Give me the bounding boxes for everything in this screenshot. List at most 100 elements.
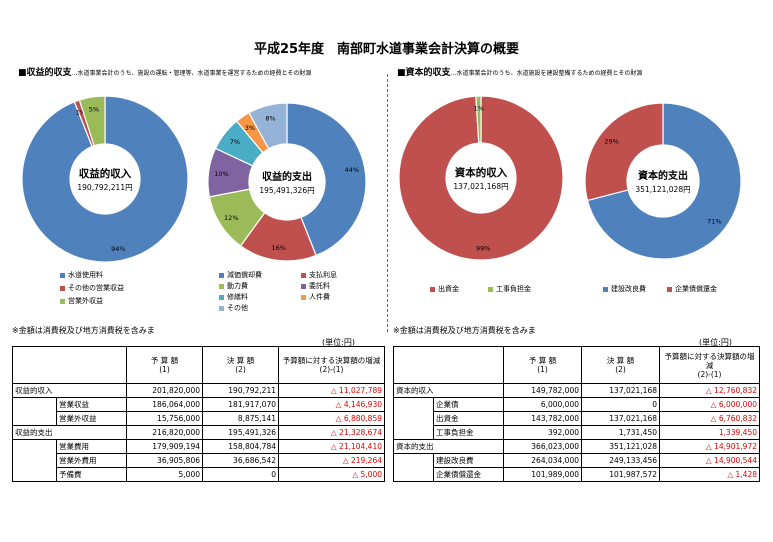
left-unit-label: (単位:円) <box>322 338 355 347</box>
donut-slice-7 <box>248 102 288 150</box>
slice-data-label: 7% <box>230 138 240 146</box>
donut-center-title: 収益的支出 <box>262 170 312 183</box>
table-cell-item: 出資金 <box>433 411 504 426</box>
table-cell-budget: 392,000 <box>503 425 582 440</box>
table-row: 収益的収入 201,820,000 190,792,211 △ 11,027,789 <box>12 383 385 398</box>
donut-center-value: 137,021,168円 <box>453 182 508 191</box>
legend-label: その他の営業収益 <box>68 284 124 292</box>
table-cell-budget: 36,905,806 <box>126 453 203 468</box>
table-header-settlement: 決 算 額 (2) <box>202 346 279 384</box>
donut-slice-3 <box>78 95 106 147</box>
legend-label: 減価償却費 <box>227 271 262 279</box>
capital-settlement-table: 予 算 額 (1) 決 算 額 (2) 予算額に対する決算額の増減 (2)-(1) 資… <box>393 346 760 482</box>
table-cell-settlement: 1,731,450 <box>581 425 660 440</box>
table-cell-settlement: 351,121,028 <box>581 439 660 454</box>
table-header-row: 予 算 額 (1) 決 算 額 (2) 予算額に対する決算額の増減 (2)-(1) <box>393 346 760 384</box>
revenue-expense-donut-chart: 44% 16% 12% 10% 7% 3% 8% 収益的支出 195,491,326円 <box>207 102 367 262</box>
legend-label: 工事負担金 <box>496 285 531 293</box>
table-cell-category: 資本的収入 <box>393 383 504 398</box>
table-cell-budget: 149,782,000 <box>503 383 582 398</box>
legend-swatch <box>301 294 306 300</box>
right-section-title: ■資本的収支 <box>397 68 451 78</box>
table-cell-item: 営業収益 <box>56 397 127 412</box>
table-cell-item: 予備費 <box>56 467 127 482</box>
revenue-income-donut-chart: 94% 1% 5% 収益的収入 190,792,211円 <box>21 95 189 263</box>
table-cell-item: 建設改良費 <box>433 453 504 468</box>
table-cell-indent <box>393 425 434 440</box>
left-tax-note: ※金額は消費税及び地方消費税を含みま <box>12 326 155 335</box>
table-row: 営業外収益 15,756,000 8,875,141 △ 6,880,859 <box>12 411 385 426</box>
legend-swatch <box>301 272 306 278</box>
revenue-settlement-table: 予 算 額 (1) 決 算 額 (2) 予算額に対する決算額の増減 (2)-(1) 収… <box>12 346 385 482</box>
slice-data-label: 1% <box>76 109 86 117</box>
table-cell-settlement: 137,021,168 <box>581 411 660 426</box>
capital-expense-donut-chart: 71% 29% 資本的支出 351,121,028円 <box>584 102 742 260</box>
legend-item: その他の営業収益 <box>60 283 124 293</box>
donut-slice-1 <box>286 102 367 257</box>
legend-item: 動力費 <box>219 281 248 291</box>
legend-swatch <box>219 272 224 278</box>
table-cell-category: 資本的支出 <box>393 439 504 454</box>
table-cell-difference: △ 1,428 <box>659 467 760 482</box>
legend-swatch <box>430 286 435 292</box>
table-cell-difference: △ 6,000,000 <box>659 397 760 412</box>
table-header-row: 予 算 額 (1) 決 算 額 (2) 予算額に対する決算額の増減 (2)-(1) <box>12 346 385 384</box>
slice-data-label: 29% <box>604 138 618 146</box>
donut-center-value: 190,792,211円 <box>77 183 132 192</box>
slice-data-label: 99% <box>476 244 490 252</box>
table-cell-item: 営業費用 <box>56 439 127 454</box>
table-cell-indent <box>12 397 57 412</box>
donut-slice-1 <box>586 102 742 260</box>
table-row: 企業債償還金 101,989,000 101,987,572 △ 1,428 <box>393 467 760 482</box>
donut-center-value: 351,121,028円 <box>635 185 690 194</box>
legend-item: 委託料 <box>301 281 330 291</box>
slice-data-label: 10% <box>214 170 228 178</box>
section-divider <box>387 74 388 332</box>
table-cell-settlement: 0 <box>581 397 660 412</box>
capital-income-donut-chart: 99% 1% 資本的収入 137,021,168円 <box>398 95 564 261</box>
table-cell-settlement: 101,987,572 <box>581 467 660 482</box>
table-row: 工事負担金 392,000 1,731,450 1,339,450 <box>393 425 760 440</box>
table-row: 予備費 5,000 0 △ 5,000 <box>12 467 385 482</box>
table-cell-difference: △ 6,880,859 <box>278 411 385 426</box>
table-cell-settlement: 36,686,542 <box>202 453 279 468</box>
legend-item: 支払利息 <box>301 270 337 280</box>
left-section-description: …水道事業会計のうち、施設の運転・管理等、水道事業を運営するための経費とその財源 <box>71 70 312 77</box>
slice-data-label: 16% <box>272 244 286 252</box>
legend-item: 企業債償還金 <box>667 284 717 294</box>
table-cell-settlement: 8,875,141 <box>202 411 279 426</box>
legend-swatch <box>60 272 65 278</box>
table-cell-item: 企業債償還金 <box>433 467 504 482</box>
table-row: 企業債 6,000,000 0 △ 6,000,000 <box>393 397 760 412</box>
table-cell-difference: △ 6,760,832 <box>659 411 760 426</box>
slice-data-label: 1% <box>474 105 484 113</box>
left-section-heading: ■収益的収支…水道事業会計のうち、施設の運転・管理等、水道事業を運営するための経… <box>18 65 311 78</box>
table-cell-budget: 179,909,194 <box>126 439 203 454</box>
donut-center-title: 収益的収入 <box>79 167 132 180</box>
legend-item: 営業外収益 <box>60 296 103 306</box>
legend-label: 水道使用料 <box>68 271 103 279</box>
table-row: 資本的収入 149,782,000 137,021,168 △ 12,760,832 <box>393 383 760 398</box>
left-section-title: ■収益的収支 <box>18 68 72 78</box>
legend-item: その他 <box>219 303 248 313</box>
table-cell-difference: △ 14,900,544 <box>659 453 760 468</box>
table-cell-settlement: 190,792,211 <box>202 383 279 398</box>
legend-swatch <box>219 294 224 300</box>
slice-data-label: 5% <box>89 105 99 113</box>
table-cell-budget: 15,756,000 <box>126 411 203 426</box>
right-tax-note: ※金額は消費税及び地方消費税を含みま <box>393 326 536 335</box>
table-cell-settlement: 158,804,784 <box>202 439 279 454</box>
legend-label: 動力費 <box>227 282 248 290</box>
table-row: 出資金 143,782,000 137,021,168 △ 6,760,832 <box>393 411 760 426</box>
page-title: 平成25年度 南部町水道事業会計決算の概要 <box>253 42 520 57</box>
legend-label: 委託料 <box>309 282 330 290</box>
legend-label: 建設改良費 <box>611 285 646 293</box>
legend-label: 人件費 <box>309 293 330 301</box>
table-cell-settlement: 249,133,456 <box>581 453 660 468</box>
table-cell-budget: 366,023,000 <box>503 439 582 454</box>
table-cell-difference: 1,339,450 <box>659 425 760 440</box>
legend-label: 企業債償還金 <box>675 285 717 293</box>
table-row: 収益的支出 216,820,000 195,491,326 △ 21,328,674 <box>12 425 385 440</box>
table-cell-budget: 216,820,000 <box>126 425 203 440</box>
table-header-budget: 予 算 額 (1) <box>503 346 582 384</box>
